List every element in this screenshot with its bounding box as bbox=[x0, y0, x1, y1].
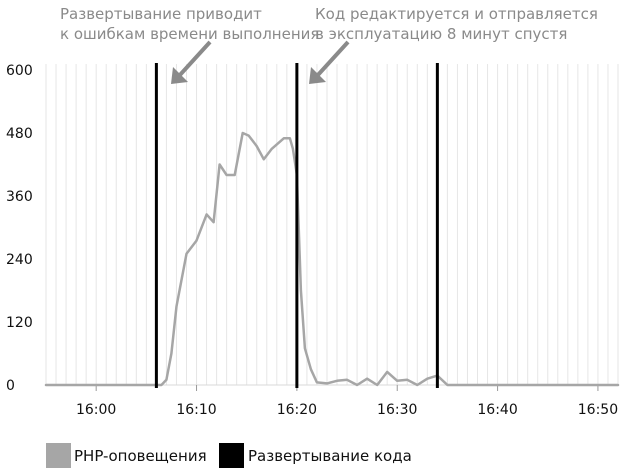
annotation-arrow-shaft bbox=[177, 40, 212, 78]
annotation-text: к ошибкам времени выполнения bbox=[60, 25, 319, 43]
x-tick-label: 16:20 bbox=[277, 402, 317, 418]
y-tick-label: 240 bbox=[6, 252, 33, 268]
y-tick-label: 600 bbox=[6, 63, 33, 79]
legend-label: Развертывание кода bbox=[248, 447, 412, 465]
annotation-arrow-shaft bbox=[315, 40, 350, 78]
y-tick-label: 120 bbox=[6, 315, 33, 331]
annotation-arrow-head bbox=[171, 67, 188, 84]
legend: PHP-оповещения Развертывание кода bbox=[46, 443, 412, 468]
x-tick-label: 16:10 bbox=[176, 402, 216, 418]
annotation-arrow-head bbox=[309, 67, 326, 84]
x-tick-label: 16:30 bbox=[377, 402, 417, 418]
x-tick-label: 16:40 bbox=[477, 402, 517, 418]
x-axis-ticks: 16:00 16:10 16:20 16:30 16:40 16:50 bbox=[76, 385, 618, 418]
y-tick-label: 0 bbox=[6, 378, 15, 394]
y-tick-label: 480 bbox=[6, 126, 33, 142]
y-tick-label: 360 bbox=[6, 189, 33, 205]
legend-label: PHP-оповещения bbox=[74, 447, 207, 465]
legend-swatch bbox=[219, 443, 244, 468]
x-tick-label: 16:00 bbox=[76, 402, 116, 418]
annotation-text: в эксплуатацию 8 минут спустя bbox=[315, 25, 567, 43]
deploy-markers bbox=[154, 63, 439, 388]
y-axis-ticks: 0 120 240 360 480 600 bbox=[6, 63, 33, 394]
grid-lines bbox=[45, 64, 619, 385]
x-tick-label: 16:50 bbox=[578, 402, 618, 418]
series-line-php-alerts bbox=[44, 131, 620, 387]
annotation-text: Код редактируется и отправляется bbox=[315, 5, 598, 23]
annotation-text: Развертывание приводит bbox=[60, 5, 262, 23]
annotations: Развертывание приводит к ошибкам времени … bbox=[60, 5, 598, 84]
series-layer bbox=[44, 131, 620, 387]
legend-swatch bbox=[46, 443, 71, 468]
